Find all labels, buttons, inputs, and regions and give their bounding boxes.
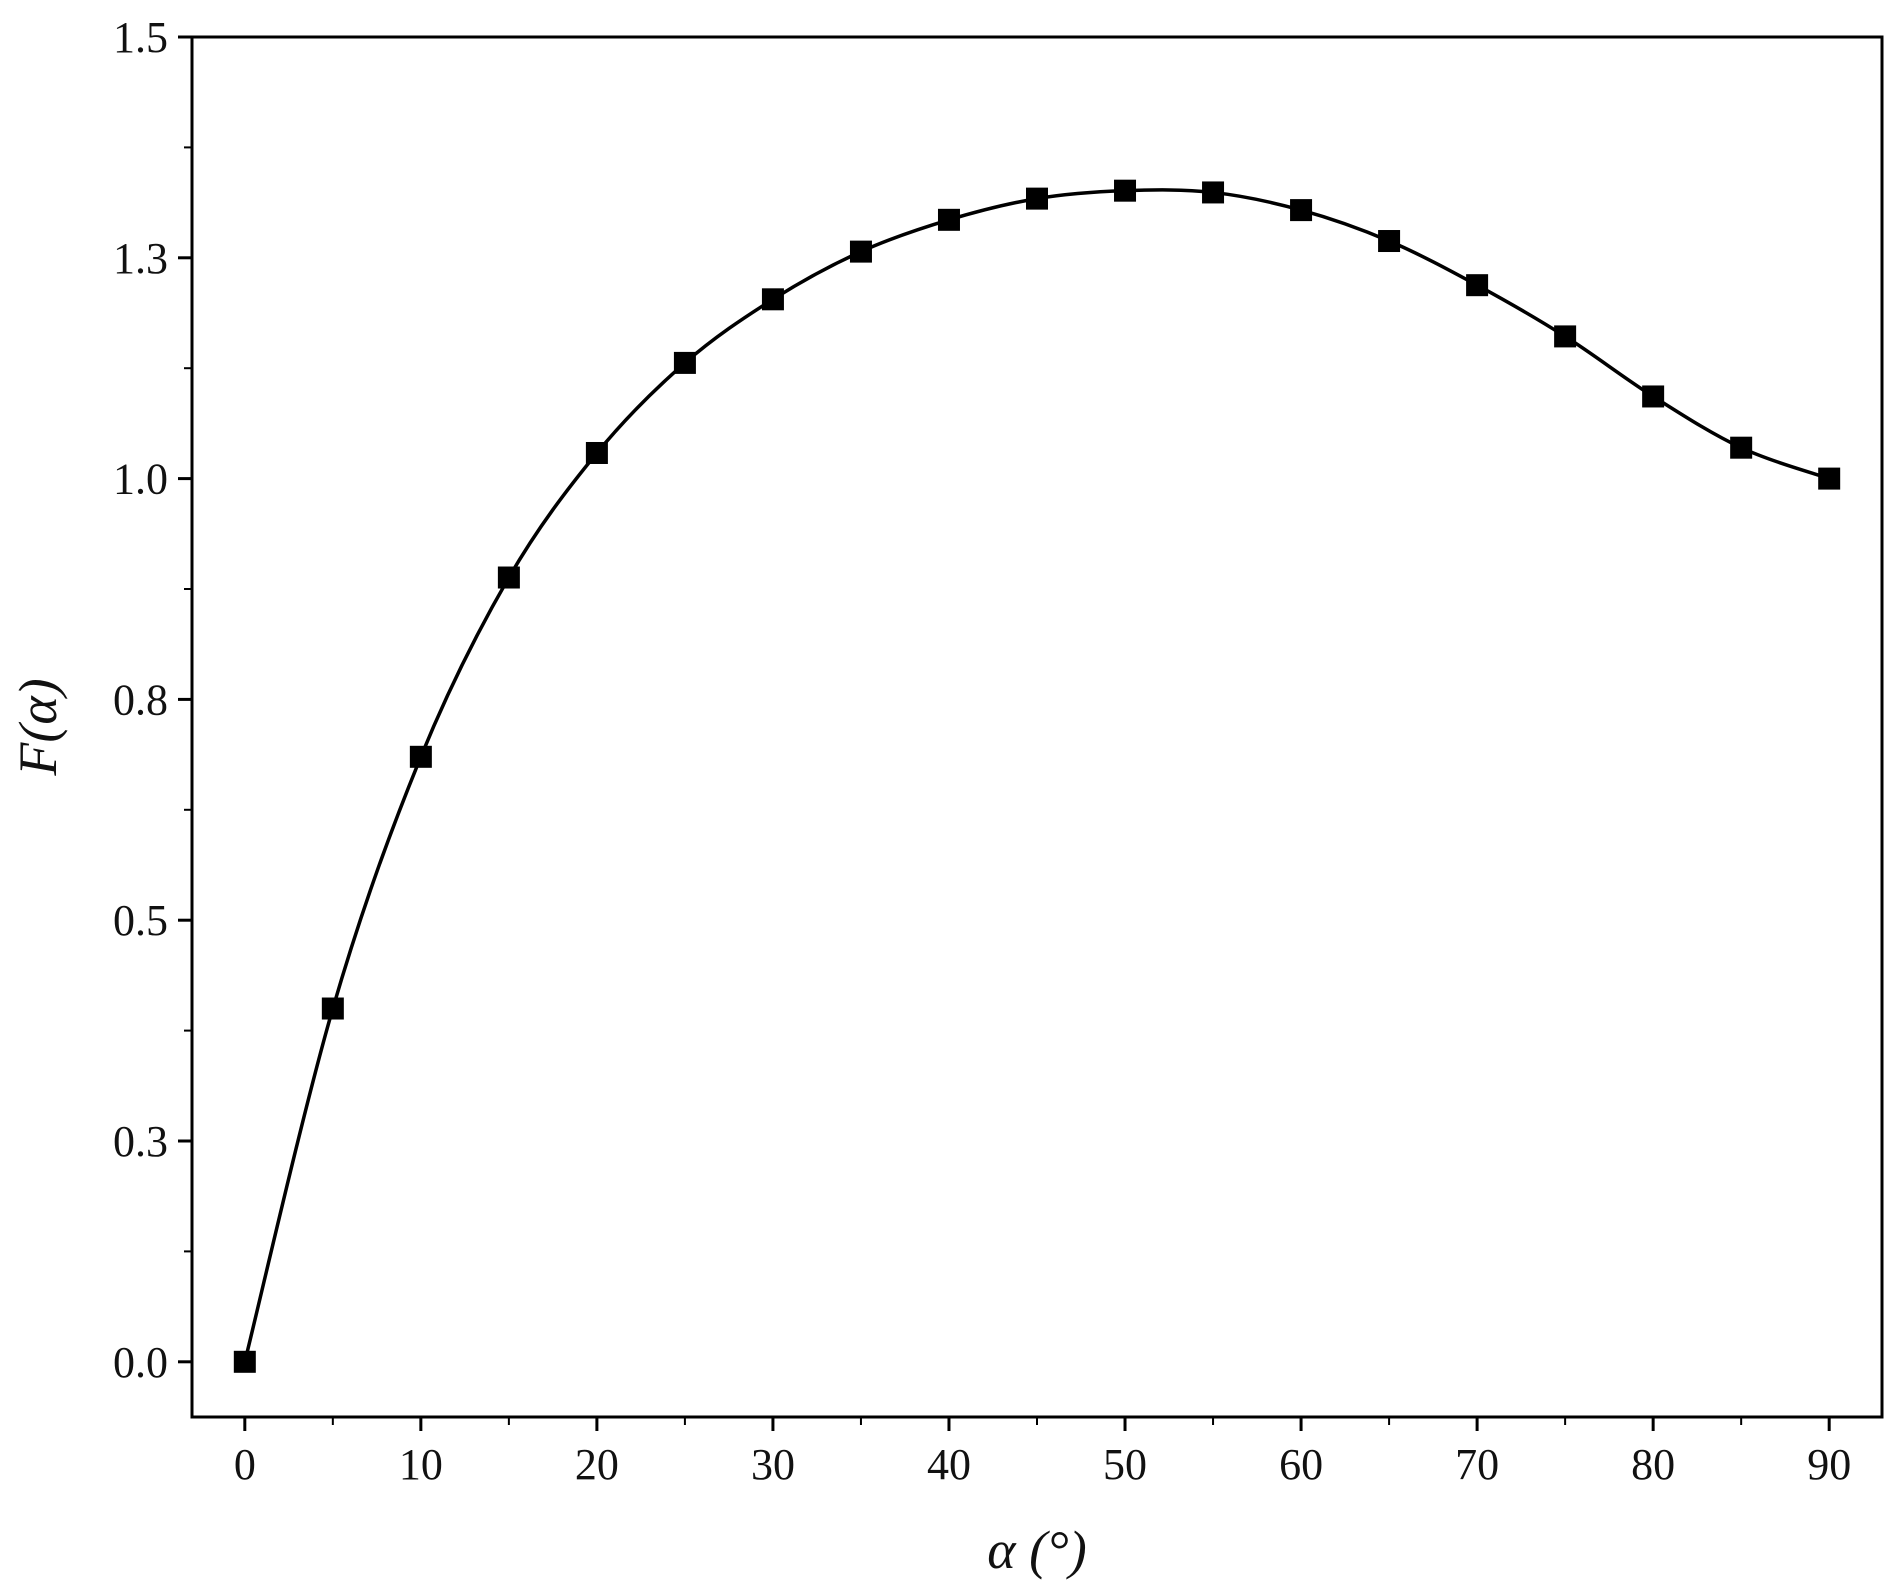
x-tick-label: 70 bbox=[1455, 1440, 1499, 1489]
x-tick-label: 30 bbox=[751, 1440, 795, 1489]
y-tick-label: 1.5 bbox=[113, 13, 168, 62]
data-point bbox=[497, 566, 520, 589]
data-point bbox=[1026, 187, 1048, 210]
plot-frame bbox=[190, 35, 1884, 1419]
data-point bbox=[409, 745, 432, 768]
y-tick-label: 0.5 bbox=[113, 896, 168, 945]
data-point bbox=[1554, 325, 1577, 348]
x-axis-title: α (°) bbox=[987, 1520, 1086, 1580]
x-tick-label: 10 bbox=[399, 1440, 443, 1489]
data-point bbox=[761, 288, 784, 311]
data-point bbox=[1818, 467, 1841, 490]
y-tick-label: 0.0 bbox=[113, 1338, 168, 1387]
x-tick-label: 80 bbox=[1631, 1440, 1675, 1489]
data-point bbox=[1642, 385, 1665, 408]
y-tick-label: 0.3 bbox=[113, 1117, 168, 1166]
x-tick-label: 90 bbox=[1807, 1440, 1851, 1489]
data-point bbox=[673, 351, 696, 374]
x-tick-label: 60 bbox=[1279, 1440, 1323, 1489]
y-tick-label: 1.3 bbox=[113, 234, 168, 283]
data-point bbox=[937, 208, 960, 231]
x-tick-label: 0 bbox=[234, 1440, 256, 1489]
data-point bbox=[1114, 179, 1137, 202]
data-point bbox=[1378, 230, 1401, 253]
y-axis-title: F(α) bbox=[8, 678, 68, 776]
data-point bbox=[849, 240, 872, 263]
x-tick-label: 40 bbox=[927, 1440, 971, 1489]
data-point bbox=[1202, 181, 1225, 204]
x-tick-label: 20 bbox=[575, 1440, 619, 1489]
y-tick-label: 1.0 bbox=[113, 455, 168, 504]
x-tick-label: 50 bbox=[1103, 1440, 1147, 1489]
data-line bbox=[243, 188, 1830, 1363]
data-point bbox=[585, 441, 608, 464]
data-point bbox=[1730, 436, 1753, 459]
data-point bbox=[321, 997, 344, 1020]
data-point bbox=[233, 1350, 256, 1373]
y-tick-label: 0.8 bbox=[113, 675, 168, 724]
data-point bbox=[1290, 199, 1313, 222]
data-point bbox=[1466, 274, 1489, 297]
